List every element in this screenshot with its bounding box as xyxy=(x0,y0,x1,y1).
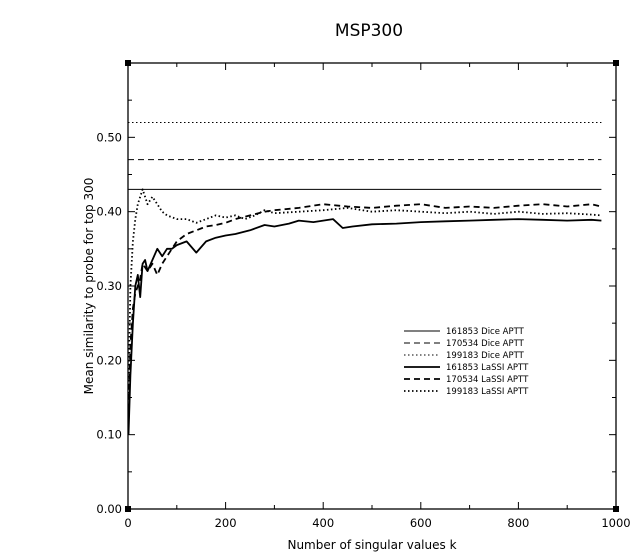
x-tick-label: 800 xyxy=(507,516,529,530)
y-axis-label: Mean similarity to probe for top 300 xyxy=(82,178,96,395)
x-axis-label: Number of singular values k xyxy=(287,538,456,552)
series-line-6 xyxy=(127,188,602,398)
y-tick-label: 0.00 xyxy=(96,502,122,516)
y-tick-label: 0.30 xyxy=(96,279,122,293)
legend-label-3: 199183 Dice APTT xyxy=(446,351,525,361)
legend-label-4: 161853 LaSSI APTT xyxy=(446,363,529,373)
x-tick-label: 600 xyxy=(410,516,432,530)
chart-title: MSP300 xyxy=(335,21,403,41)
y-tick-label: 0.20 xyxy=(96,353,122,367)
x-tick-label: 0 xyxy=(124,516,131,530)
x-tick-label: 200 xyxy=(215,516,237,530)
y-tick-label: 0.10 xyxy=(96,428,122,442)
x-tick-label: 400 xyxy=(312,516,334,530)
x-tick-label: 1000 xyxy=(601,516,630,530)
y-tick-label: 0.40 xyxy=(96,205,122,219)
legend: 161853 Dice APTT 170534 Dice APTT 199183 D… xyxy=(404,327,529,397)
legend-label-1: 161853 Dice APTT xyxy=(446,327,525,337)
legend-label-5: 170534 LaSSI APTT xyxy=(446,375,529,385)
legend-label-2: 170534 Dice APTT xyxy=(446,339,525,349)
axes: 0 200 400 600 800 1000 0.00 0.10 0.20 0.30 0.40 0.5… xyxy=(96,63,631,530)
y-tick-label: 0.50 xyxy=(96,130,122,144)
series-lines xyxy=(127,122,602,435)
series-line-5 xyxy=(127,203,602,420)
series-line-4 xyxy=(127,218,602,435)
plot-frame xyxy=(127,62,617,510)
legend-label-6: 199183 LaSSI APTT xyxy=(446,387,529,397)
